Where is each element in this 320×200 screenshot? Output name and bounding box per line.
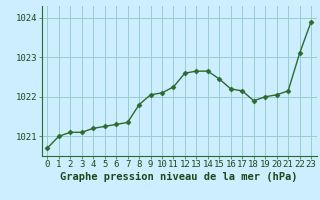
X-axis label: Graphe pression niveau de la mer (hPa): Graphe pression niveau de la mer (hPa) <box>60 172 298 182</box>
